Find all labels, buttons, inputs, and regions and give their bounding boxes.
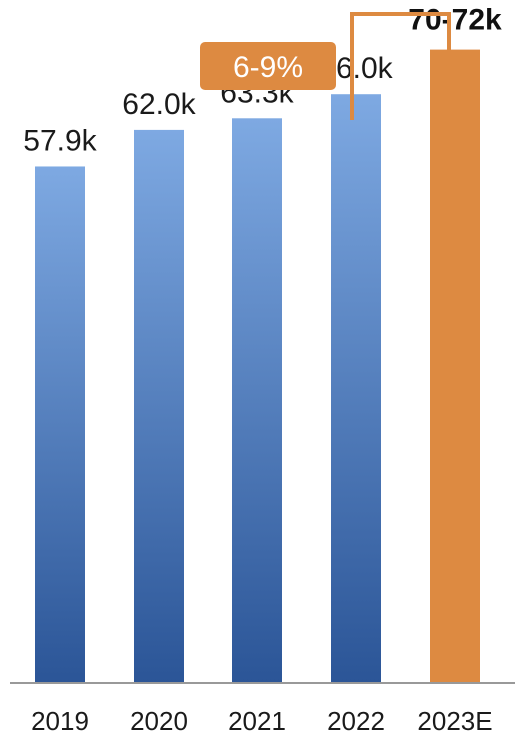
growth-arrow (350, 12, 451, 120)
x-tick-2022: 2022 (327, 706, 385, 736)
bar-2023e (430, 49, 480, 683)
x-tick-labels: 2019 2020 2021 2022 2023E (31, 706, 493, 736)
growth-annotation: 6-9% (200, 12, 459, 120)
value-label-2019: 57.9k (23, 124, 97, 157)
bar-2019 (35, 166, 85, 683)
value-label-2020: 62.0k (122, 88, 196, 121)
value-label-2023e: 70-72k (408, 4, 502, 37)
bars-layer (35, 49, 480, 684)
x-tick-2023e: 2023E (417, 706, 492, 736)
x-tick-2021: 2021 (228, 706, 286, 736)
x-tick-2019: 2019 (31, 706, 89, 736)
growth-badge-text: 6-9% (233, 51, 303, 84)
x-tick-2020: 2020 (130, 706, 188, 736)
bar-2022 (331, 94, 381, 684)
bar-2021 (232, 118, 282, 684)
growth-arrow-head-icon (439, 52, 459, 70)
growth-badge (200, 42, 336, 90)
bar-2020 (134, 129, 184, 684)
